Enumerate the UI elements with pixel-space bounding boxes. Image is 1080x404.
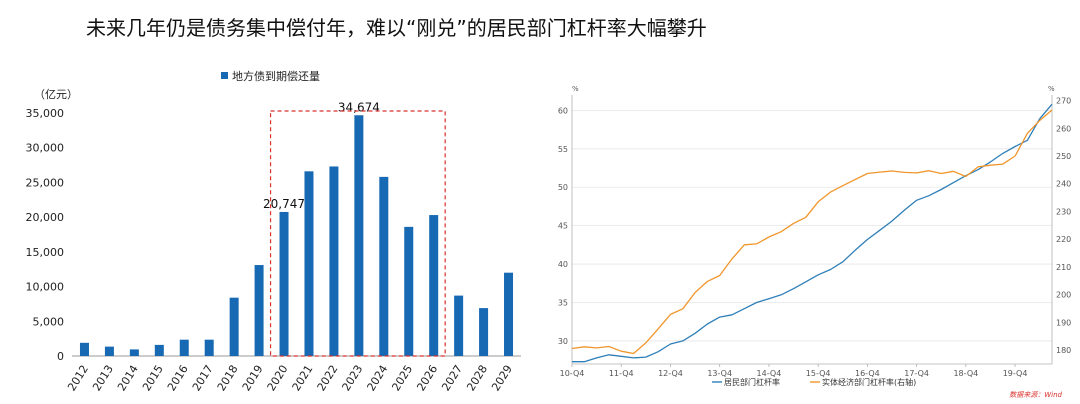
legend-label: 实体经济部门杠杆率(右轴): [822, 377, 916, 387]
x-tick-label: 2023: [340, 363, 366, 394]
data-label: 34,674: [338, 100, 380, 114]
bars: [79, 115, 514, 357]
right-axis-unit: %: [1048, 85, 1055, 93]
left-tick-label: 40: [558, 260, 568, 269]
bar: [79, 342, 89, 356]
bar: [504, 272, 514, 356]
right-tick-label: 190: [1056, 318, 1071, 327]
x-tick-label: 14-Q4: [757, 369, 782, 378]
x-tick-label: 2026: [414, 363, 440, 394]
right-tick-label: 240: [1056, 180, 1071, 189]
right-tick-label: 210: [1056, 263, 1071, 272]
x-tick-label: 2020: [265, 363, 291, 394]
x-tick-label: 2027: [439, 363, 465, 394]
bar: [404, 226, 414, 356]
y-tick-label: 0: [57, 350, 64, 363]
y-tick-label: 35,000: [26, 107, 65, 120]
left-axis-ticks: 30 35 40 45 50 55 60: [558, 106, 568, 346]
left-tick-label: 55: [558, 145, 568, 154]
left-tick-label: 60: [558, 106, 568, 115]
line-legend: 居民部门杠杆率 实体经济部门杠杆率(右轴): [712, 377, 916, 387]
right-tick-label: 220: [1056, 235, 1071, 244]
x-tick-label: 19-Q4: [1003, 369, 1028, 378]
right-tick-label: 200: [1056, 291, 1071, 300]
x-tick-label: 2025: [389, 363, 415, 394]
right-tick-label: 250: [1056, 152, 1071, 161]
line-chart: % % 30 35 40 45 50 55 60 180 190 200 210 220 230 240…: [558, 85, 1071, 399]
x-tick-label: 2022: [315, 363, 341, 394]
bar: [179, 339, 189, 356]
x-tick-label: 13-Q4: [707, 369, 732, 378]
bar: [379, 176, 389, 356]
right-tick-label: 230: [1056, 207, 1071, 216]
y-tick-label: 20,000: [26, 211, 65, 224]
y-tick-label: 10,000: [26, 281, 65, 294]
right-axis-ticks: 180 190 200 210 220 230 240 250 260 270: [1056, 97, 1071, 356]
x-tick-label: 2019: [240, 363, 266, 394]
bar: [279, 211, 289, 356]
bar-chart: 地方债到期偿还量 （亿元） 0 5,000 10,000 15,000 20,000 25…: [26, 69, 521, 394]
household-leverage-line: [572, 103, 1053, 363]
legend-label: 地方债到期偿还量: [232, 69, 320, 83]
bar-legend: 地方债到期偿还量: [221, 69, 320, 83]
highlight-box: [269, 110, 446, 357]
left-tick-label: 50: [558, 183, 568, 192]
x-tick-label: 2024: [364, 363, 390, 394]
slide-title: 未来几年仍是债务集中偿付年，难以“刚兑”的居民部门杠杆率大幅攀升: [86, 16, 707, 40]
bar: [479, 308, 489, 356]
x-tick-label: 2014: [115, 363, 141, 394]
bar: [454, 295, 464, 356]
bar: [354, 115, 364, 357]
x-tick-label: 10-Q4: [560, 369, 585, 378]
x-tick-label: 2015: [140, 363, 166, 394]
x-axis-ticks: 10-Q4 11-Q4 12-Q4 13-Q4 14-Q4 15-Q4 16-Q4 17-Q4…: [560, 364, 1028, 378]
x-tick-label: 2028: [464, 363, 490, 394]
series-lines: [571, 103, 1053, 363]
bar: [204, 339, 214, 356]
x-tick-label: 2016: [165, 363, 191, 394]
x-tick-label: 18-Q4: [953, 369, 978, 378]
x-tick-label: 15-Q4: [806, 369, 831, 378]
x-tick-label: 2029: [489, 363, 515, 394]
y-axis-unit-label: （亿元）: [34, 88, 78, 101]
x-tick-label: 2017: [190, 363, 216, 394]
x-tick-label: 12-Q4: [658, 369, 683, 378]
x-tick-label: 2021: [290, 363, 316, 394]
bar: [304, 171, 314, 356]
left-tick-label: 35: [558, 299, 568, 308]
bar: [229, 297, 239, 356]
x-tick-label: 2012: [65, 363, 91, 394]
y-axis-ticks: 0 5,000 10,000 15,000 20,000 25,000 30,000 35,0…: [26, 107, 65, 363]
bar: [104, 346, 114, 356]
x-tick-label: 16-Q4: [855, 369, 880, 378]
y-tick-label: 5,000: [33, 315, 65, 328]
right-tick-label: 180: [1056, 346, 1071, 355]
source-note: 数据来源：Wind: [1009, 391, 1062, 399]
left-tick-label: 30: [558, 337, 568, 346]
right-tick-label: 270: [1056, 97, 1071, 106]
bar: [129, 349, 139, 356]
x-tick-label: 17-Q4: [904, 369, 929, 378]
x-tick-label: 11-Q4: [609, 369, 634, 378]
left-tick-label: 45: [558, 222, 568, 231]
y-tick-label: 30,000: [26, 142, 65, 155]
right-tick-label: 260: [1056, 124, 1071, 133]
real-economy-leverage-line: [571, 109, 1053, 355]
bar: [429, 215, 439, 356]
x-tick-label: 2018: [215, 363, 241, 394]
legend-label: 居民部门杠杆率: [724, 377, 780, 387]
bar: [254, 265, 264, 356]
legend-swatch-icon: [221, 72, 228, 79]
bar: [154, 344, 164, 356]
y-tick-label: 25,000: [26, 176, 65, 189]
gridlines: [572, 109, 1052, 342]
data-label: 20,747: [263, 197, 305, 211]
x-axis-ticks: 2012 2013 2014 2015 2016 2017 2018 2019 2020 2021…: [65, 363, 515, 394]
y-tick-label: 15,000: [26, 246, 65, 259]
left-axis-unit: %: [572, 85, 579, 93]
x-tick-label: 2013: [90, 363, 116, 394]
bar: [329, 166, 339, 356]
